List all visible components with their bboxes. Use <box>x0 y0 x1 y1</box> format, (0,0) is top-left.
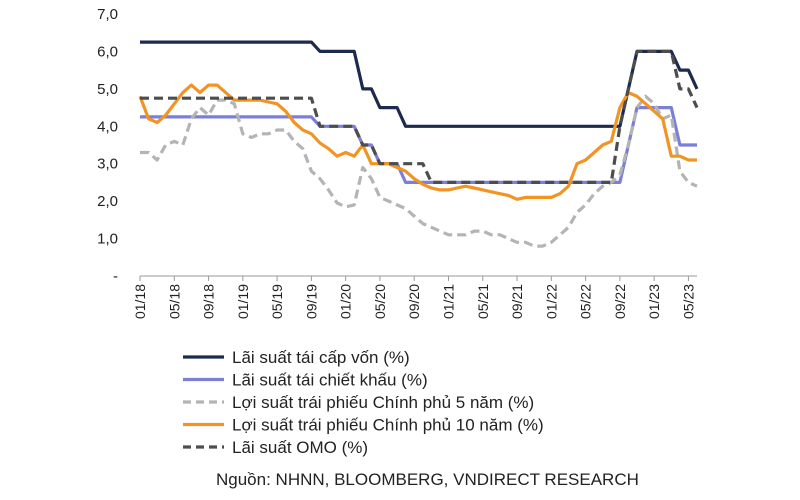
source-note: Nguồn: NHNN, BLOOMBERG, VNDIRECT RESEARC… <box>216 470 639 489</box>
x-tick-label: 01/23 <box>646 284 662 319</box>
x-tick-label: 05/20 <box>372 284 388 319</box>
legend-label: Lãi suất tái chiết khấu (%) <box>232 371 428 390</box>
y-tick-label: 3,0 <box>97 156 118 173</box>
series-line-1 <box>140 40 699 128</box>
x-tick-label: 05/18 <box>166 284 182 319</box>
x-tick-label: 01/18 <box>132 284 148 319</box>
plot-area <box>138 40 699 248</box>
y-tick-label: 7,0 <box>97 6 118 23</box>
y-tick-label: 6,0 <box>97 43 118 60</box>
x-tick-label: 09/18 <box>201 284 217 319</box>
x-axis: 01/18 05/18 09/18 01/19 05/19 09/19 01/20 05/20… <box>132 275 697 319</box>
y-tick-label: 5,0 <box>97 81 118 98</box>
x-tick-label: 09/21 <box>509 284 525 319</box>
y-tick-label: - <box>113 268 118 285</box>
x-tick-label: 01/21 <box>440 284 456 319</box>
x-tick-label: 05/21 <box>475 284 491 319</box>
x-tick-label: 09/20 <box>406 284 422 319</box>
legend-label: Lãi suất OMO (%) <box>232 438 368 457</box>
legend-label: Lợi suất trái phiếu Chính phủ 10 năm (%) <box>232 416 544 435</box>
x-tick-label: 05/22 <box>578 284 594 319</box>
x-tick-label: 01/22 <box>543 284 559 319</box>
y-tick-label: 4,0 <box>97 118 118 135</box>
x-tick-label: 09/22 <box>612 284 628 319</box>
y-tick-label: 2,0 <box>97 193 118 210</box>
series-line-3 <box>140 94 698 248</box>
legend-label: Lợi suất trái phiếu Chính phủ 5 năm (%) <box>232 393 534 412</box>
legend-label: Lãi suất tái cấp vốn (%) <box>232 348 410 367</box>
series-line-2 <box>140 105 697 184</box>
x-tick-label: 05/19 <box>269 284 285 319</box>
series-line-5 <box>140 49 699 184</box>
y-tick-label: 1,0 <box>97 231 118 248</box>
legend: Lãi suất tái cấp vốn (%) Lãi suất tái chi… <box>183 348 544 457</box>
x-tick-label: 01/19 <box>235 284 251 319</box>
x-tick-label: 09/19 <box>303 284 319 319</box>
x-tick-label: 05/23 <box>680 284 696 319</box>
y-axis: - 1,0 2,0 3,0 4,0 5,0 6,0 7,0 <box>97 6 118 285</box>
x-tick-label: 01/20 <box>338 284 354 319</box>
